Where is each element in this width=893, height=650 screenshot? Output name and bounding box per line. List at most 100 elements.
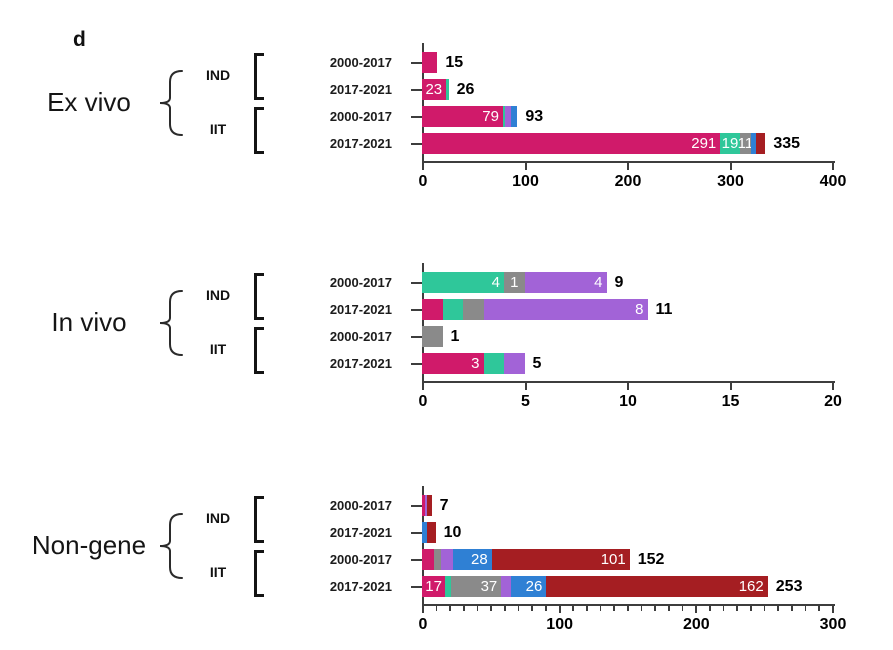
bar-segment: 19 bbox=[720, 133, 740, 154]
group-brace-icon bbox=[159, 290, 183, 356]
bar-segment-label: 4 bbox=[491, 274, 500, 291]
x-axis-tick bbox=[422, 163, 424, 170]
bar-segment bbox=[756, 133, 766, 154]
bar-segment-label: 26 bbox=[525, 578, 543, 595]
x-axis-tick-label: 20 bbox=[824, 393, 842, 410]
x-axis-minor-tick bbox=[476, 606, 479, 611]
bar-segment-label: 291 bbox=[691, 135, 717, 152]
x-axis-minor-tick bbox=[763, 606, 766, 611]
x-axis-minor-tick bbox=[613, 606, 615, 611]
bar-segment: 23 bbox=[422, 79, 446, 100]
subgroup-label: IIT bbox=[209, 121, 227, 137]
period-label: 2017-2021 bbox=[329, 578, 392, 594]
x-axis-minor-tick bbox=[777, 606, 779, 611]
x-axis-tick bbox=[627, 383, 629, 390]
subgroup-bracket-icon bbox=[254, 272, 264, 320]
x-axis bbox=[422, 604, 835, 606]
y-axis bbox=[422, 263, 424, 381]
group-brace-icon bbox=[159, 513, 183, 579]
period-label: 2000-2017 bbox=[329, 551, 392, 567]
subgroup-bracket-icon bbox=[254, 495, 264, 543]
x-axis-minor-tick bbox=[572, 606, 574, 611]
period-label: 2000-2017 bbox=[329, 274, 392, 290]
bar-segment bbox=[442, 299, 463, 320]
bar-segment bbox=[422, 299, 443, 320]
bar-segment bbox=[427, 495, 432, 516]
bar-segment bbox=[504, 353, 525, 374]
bar-segment-label: 3 bbox=[471, 355, 480, 372]
subgroup-label: IIT bbox=[209, 341, 227, 357]
x-axis-tick bbox=[422, 383, 424, 390]
bar-segment-label: 28 bbox=[471, 551, 488, 568]
x-axis-minor-tick bbox=[463, 606, 465, 611]
y-axis bbox=[422, 43, 424, 161]
bar-segment bbox=[483, 353, 504, 374]
x-axis-tick-label: 15 bbox=[721, 393, 740, 410]
subgroup-label: IND bbox=[205, 510, 231, 526]
bar-total-label: 10 bbox=[443, 523, 462, 541]
row-tick bbox=[411, 362, 422, 365]
bar-segment: 11 bbox=[738, 133, 753, 154]
bar-total-label: 93 bbox=[525, 107, 544, 125]
x-axis-tick bbox=[524, 163, 527, 170]
bar-segment bbox=[422, 52, 438, 73]
x-axis-tick bbox=[729, 163, 732, 170]
period-label: 2000-2017 bbox=[329, 328, 392, 344]
bar-segment-label: 17 bbox=[425, 578, 442, 595]
bar-segment: 291 bbox=[422, 133, 721, 154]
bar-segment bbox=[463, 299, 484, 320]
x-axis-tick bbox=[627, 163, 629, 170]
bar-segment: 4 bbox=[422, 272, 504, 293]
group-brace-icon bbox=[159, 70, 183, 136]
bar-segment: 37 bbox=[450, 576, 502, 597]
x-axis-minor-tick bbox=[640, 606, 643, 611]
row-tick bbox=[411, 61, 422, 64]
x-axis-tick-label: 5 bbox=[521, 393, 530, 410]
bar-segment-label: 101 bbox=[600, 551, 626, 568]
bar-segment: 101 bbox=[491, 549, 630, 570]
x-axis-tick-label: 300 bbox=[717, 173, 744, 190]
x-axis-tick bbox=[832, 163, 834, 170]
bar-segment-label: 4 bbox=[594, 274, 603, 291]
bar-segment: 3 bbox=[422, 353, 484, 374]
subgroup-label: IND bbox=[205, 287, 231, 303]
bar-segment bbox=[445, 79, 449, 100]
bar-total-label: 11 bbox=[655, 300, 673, 318]
bar-total-label: 152 bbox=[637, 550, 665, 568]
bar-segment-label: 23 bbox=[425, 81, 443, 98]
x-axis-minor-tick bbox=[681, 606, 684, 611]
x-axis-minor-tick bbox=[435, 606, 438, 611]
bar-segment bbox=[422, 549, 435, 570]
x-axis-minor-tick bbox=[599, 606, 602, 611]
x-axis-tick-label: 400 bbox=[819, 173, 847, 190]
x-axis-tick-label: 100 bbox=[512, 173, 539, 190]
bar-segment-label: 19 bbox=[721, 135, 739, 152]
x-axis-tick bbox=[832, 606, 834, 613]
row-tick bbox=[411, 585, 422, 588]
subgroup-label: IIT bbox=[209, 564, 227, 580]
x-axis-minor-tick bbox=[654, 606, 656, 611]
period-label: 2000-2017 bbox=[329, 108, 392, 124]
bar-segment: 17 bbox=[422, 576, 446, 597]
x-axis-minor-tick bbox=[449, 606, 451, 611]
subgroup-bracket-icon bbox=[254, 52, 264, 100]
x-axis-minor-tick bbox=[818, 606, 820, 611]
x-axis bbox=[422, 161, 835, 163]
bar-segment bbox=[441, 549, 454, 570]
bar-segment bbox=[751, 133, 757, 154]
row-tick bbox=[411, 308, 422, 311]
x-axis bbox=[422, 381, 835, 383]
x-axis-minor-tick bbox=[504, 606, 506, 611]
bar-segment bbox=[422, 326, 443, 347]
x-axis-minor-tick bbox=[531, 606, 533, 611]
bar-total-label: 1 bbox=[450, 327, 460, 345]
x-axis-tick bbox=[422, 606, 424, 613]
bar-segment: 79 bbox=[422, 106, 503, 127]
x-axis-tick bbox=[695, 606, 698, 613]
bar-total-label: 26 bbox=[456, 80, 475, 98]
period-label: 2000-2017 bbox=[329, 497, 392, 513]
x-axis-minor-tick bbox=[517, 606, 520, 611]
row-tick bbox=[411, 142, 422, 145]
bar-segment-label: 79 bbox=[482, 108, 499, 125]
